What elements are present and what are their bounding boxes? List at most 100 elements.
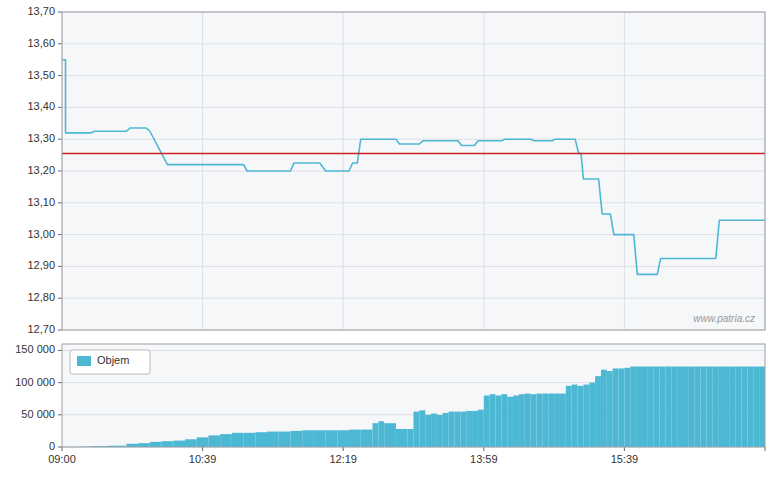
tick-y bbox=[58, 171, 62, 172]
volume-bar bbox=[472, 411, 478, 447]
grid-line-y bbox=[62, 75, 765, 76]
volume-bar bbox=[753, 367, 759, 447]
volume-bar bbox=[414, 412, 420, 447]
volume-bar bbox=[583, 385, 589, 447]
volume-bar bbox=[349, 430, 361, 447]
volume-bar bbox=[197, 437, 209, 447]
tick-y bbox=[58, 75, 62, 76]
volume-bar bbox=[232, 433, 244, 447]
volume-bar bbox=[560, 394, 566, 447]
tick-y bbox=[58, 382, 62, 383]
tick-label-y: 0 bbox=[49, 440, 55, 452]
tick-x bbox=[202, 447, 203, 451]
volume-bar bbox=[484, 396, 490, 448]
volume-bar bbox=[654, 367, 660, 447]
tick-y bbox=[58, 350, 62, 351]
reference-line bbox=[62, 153, 765, 155]
volume-bar bbox=[443, 413, 449, 447]
volume-bar bbox=[712, 367, 718, 447]
panel-1: 050 000100 000150 00009:0010:3912:1913:5… bbox=[15, 343, 765, 465]
tick-x bbox=[62, 447, 63, 451]
volume-bar bbox=[208, 435, 220, 447]
grid-line-y bbox=[62, 234, 765, 235]
volume-bar bbox=[490, 394, 496, 447]
volume-bar bbox=[314, 430, 326, 447]
volume-bar bbox=[419, 410, 425, 447]
tick-label-y: 13,20 bbox=[27, 164, 55, 176]
volume-bar bbox=[759, 367, 765, 447]
tick-y bbox=[58, 414, 62, 415]
volume-bar bbox=[519, 394, 525, 447]
plot-frame bbox=[62, 344, 765, 447]
tick-y bbox=[58, 12, 62, 13]
volume-bar bbox=[636, 367, 642, 447]
volume-bar bbox=[706, 367, 712, 447]
volume-bar bbox=[431, 414, 437, 447]
volume-bar bbox=[255, 432, 267, 447]
volume-bar bbox=[736, 367, 742, 447]
volume-bar bbox=[718, 367, 724, 447]
volume-bar bbox=[466, 411, 472, 447]
tick-label-y: 13,30 bbox=[27, 132, 55, 144]
volume-bar bbox=[595, 376, 601, 447]
tick-label-x: 15:39 bbox=[611, 453, 639, 465]
tick-label-x: 10:39 bbox=[189, 453, 217, 465]
volume-bar bbox=[150, 442, 162, 447]
grid-line-y bbox=[62, 139, 765, 140]
volume-bar bbox=[244, 433, 256, 447]
tick-y bbox=[58, 266, 62, 267]
volume-bar bbox=[548, 394, 554, 447]
volume-bar bbox=[460, 412, 466, 447]
grid-line-x bbox=[624, 12, 625, 330]
panel-0: 12,7012,8012,9013,0013,1013,2013,3013,40… bbox=[27, 5, 765, 335]
volume-bar bbox=[624, 368, 630, 447]
volume-bar bbox=[507, 397, 513, 447]
volume-bar bbox=[496, 396, 502, 448]
volume-bar bbox=[501, 394, 507, 447]
volume-bar bbox=[378, 421, 384, 447]
volume-bar bbox=[449, 412, 455, 447]
tick-label-y: 100 000 bbox=[15, 376, 55, 388]
volume-bar bbox=[542, 394, 548, 447]
volume-bar bbox=[302, 430, 314, 447]
volume-bar bbox=[566, 386, 572, 447]
grid-line-y bbox=[62, 171, 765, 172]
volume-bar bbox=[619, 368, 625, 447]
grid-line-x bbox=[483, 12, 484, 330]
tick-y bbox=[58, 447, 62, 448]
volume-bar bbox=[513, 396, 519, 448]
tick-label-y: 12,90 bbox=[27, 259, 55, 271]
volume-bar bbox=[589, 383, 595, 447]
volume-bar bbox=[361, 430, 373, 447]
marks bbox=[62, 60, 765, 275]
plot-background bbox=[62, 344, 765, 447]
tick-y bbox=[58, 298, 62, 299]
grid-line-y bbox=[62, 298, 765, 299]
volume-bar bbox=[648, 367, 654, 447]
volume-bar bbox=[384, 423, 396, 447]
marks bbox=[80, 367, 765, 447]
grid-line-y bbox=[62, 202, 765, 203]
tick-label-y: 13,10 bbox=[27, 196, 55, 208]
volume-bar bbox=[537, 394, 543, 447]
volume-bar bbox=[613, 368, 619, 447]
tick-label-y: 13,00 bbox=[27, 228, 55, 240]
chart: 12,7012,8012,9013,0013,1013,2013,3013,40… bbox=[0, 0, 780, 490]
volume-bar bbox=[267, 432, 279, 447]
tick-label-y: 12,70 bbox=[27, 323, 55, 335]
tick-x bbox=[765, 447, 766, 451]
volume-bar bbox=[601, 370, 607, 447]
grid-line-y bbox=[62, 350, 765, 351]
volume-bar bbox=[478, 410, 484, 447]
volume-bar bbox=[747, 367, 753, 447]
tick-label-x: 12:19 bbox=[329, 453, 357, 465]
tick-y bbox=[58, 330, 62, 331]
price-line bbox=[62, 60, 765, 275]
tick-label-y: 12,80 bbox=[27, 291, 55, 303]
volume-bar bbox=[660, 367, 666, 447]
volume-bar bbox=[279, 432, 291, 447]
tick-x bbox=[624, 447, 625, 451]
volume-bar bbox=[642, 367, 648, 447]
tick-label-y: 13,70 bbox=[27, 5, 55, 17]
plot-background bbox=[62, 12, 765, 330]
